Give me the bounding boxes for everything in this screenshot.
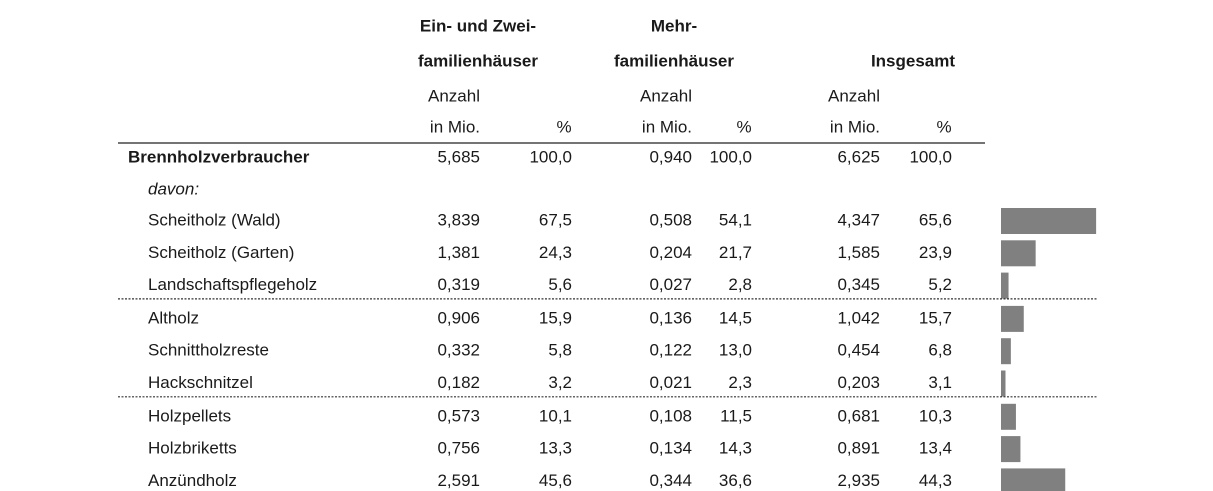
share-bar bbox=[1001, 436, 1021, 463]
cell: 0,573 bbox=[437, 406, 480, 425]
row-label: Altholz bbox=[148, 308, 199, 327]
cell: 23,9 bbox=[919, 243, 952, 262]
unit-header: Anzahl bbox=[828, 86, 880, 105]
cell: 2,935 bbox=[837, 471, 880, 490]
cell: 0,906 bbox=[437, 308, 480, 327]
cell: 6,8 bbox=[928, 341, 952, 360]
row-label: Holzbriketts bbox=[148, 439, 237, 458]
unit-header: in Mio. bbox=[642, 117, 692, 136]
unit-header: in Mio. bbox=[430, 117, 480, 136]
cell: 0,681 bbox=[837, 406, 880, 425]
cell: 0,756 bbox=[437, 439, 480, 458]
cell: 0,891 bbox=[837, 439, 880, 458]
share-bar bbox=[1001, 338, 1011, 365]
row-label: Scheitholz (Wald) bbox=[148, 210, 281, 229]
row-label: Holzpellets bbox=[148, 406, 231, 425]
cell: 0,319 bbox=[437, 275, 480, 294]
cell: 5,6 bbox=[548, 275, 572, 294]
share-bar bbox=[1001, 208, 1097, 234]
cell: 0,508 bbox=[649, 210, 692, 229]
cell: 14,3 bbox=[719, 439, 752, 458]
cell: 13,4 bbox=[919, 439, 952, 458]
note: davon: bbox=[148, 179, 199, 198]
unit-header: % bbox=[556, 117, 571, 136]
group-header: Insgesamt bbox=[871, 51, 955, 70]
cell: 3,839 bbox=[437, 210, 480, 229]
cell: 1,042 bbox=[837, 308, 880, 327]
group-header: Ein- und Zwei- bbox=[420, 16, 536, 35]
cell: 3,2 bbox=[548, 373, 572, 392]
cell: 1,585 bbox=[837, 243, 880, 262]
cell: 65,6 bbox=[919, 210, 952, 229]
cell: 0,182 bbox=[437, 373, 480, 392]
cell: 2,3 bbox=[728, 373, 752, 392]
unit-header: in Mio. bbox=[830, 117, 880, 136]
cell: 36,6 bbox=[719, 471, 752, 490]
cell: 5,8 bbox=[548, 341, 572, 360]
cell: 6,625 bbox=[837, 147, 880, 166]
cell: 15,7 bbox=[919, 308, 952, 327]
cell: 0,204 bbox=[649, 243, 692, 262]
cell: 0,203 bbox=[837, 373, 880, 392]
cell: 11,5 bbox=[720, 406, 752, 425]
group-header: familienhäuser bbox=[418, 51, 538, 70]
group-header: familienhäuser bbox=[614, 51, 734, 70]
cell: 0,344 bbox=[649, 471, 692, 490]
row-label: Landschaftspflegeholz bbox=[148, 275, 317, 294]
cell: 0,108 bbox=[649, 406, 692, 425]
cell: 0,122 bbox=[649, 341, 692, 360]
unit-header: Anzahl bbox=[640, 86, 692, 105]
share-bar bbox=[1001, 403, 1016, 430]
cell: 100,0 bbox=[529, 147, 572, 166]
cell: 24,3 bbox=[539, 243, 572, 262]
share-bar bbox=[1001, 305, 1024, 332]
share-bar bbox=[1001, 240, 1036, 267]
cell: 3,1 bbox=[928, 373, 952, 392]
unit-header: Anzahl bbox=[428, 86, 480, 105]
row-label: Brennholzverbraucher bbox=[128, 147, 310, 166]
row-label: Anzündholz bbox=[148, 471, 237, 490]
share-bar bbox=[1001, 468, 1066, 491]
cell: 0,940 bbox=[649, 147, 692, 166]
cell: 5,2 bbox=[928, 275, 952, 294]
cell: 0,345 bbox=[837, 275, 880, 294]
share-bar bbox=[1001, 370, 1006, 397]
cell: 0,332 bbox=[437, 341, 480, 360]
group-header: Mehr- bbox=[651, 16, 697, 35]
cell: 45,6 bbox=[539, 471, 572, 490]
unit-header: % bbox=[736, 117, 751, 136]
cell: 1,381 bbox=[437, 243, 480, 262]
cell: 54,1 bbox=[719, 210, 752, 229]
cell: 4,347 bbox=[837, 210, 880, 229]
unit-header: % bbox=[936, 117, 951, 136]
cell: 5,685 bbox=[437, 147, 480, 166]
row-label: Schnittholzreste bbox=[148, 341, 269, 360]
cell: 100,0 bbox=[709, 147, 752, 166]
share-bar bbox=[1001, 272, 1009, 299]
cell: 14,5 bbox=[719, 308, 752, 327]
cell: 0,027 bbox=[649, 275, 692, 294]
cell: 44,3 bbox=[919, 471, 952, 490]
cell: 67,5 bbox=[539, 210, 572, 229]
cell: 13,0 bbox=[719, 341, 752, 360]
cell: 15,9 bbox=[539, 308, 572, 327]
row-label: Scheitholz (Garten) bbox=[148, 243, 294, 262]
cell: 13,3 bbox=[539, 439, 572, 458]
cell: 0,454 bbox=[837, 341, 880, 360]
cell: 10,3 bbox=[919, 406, 952, 425]
cell: 2,591 bbox=[437, 471, 480, 490]
cell: 0,136 bbox=[649, 308, 692, 327]
cell: 21,7 bbox=[719, 243, 752, 262]
row-label: Hackschnitzel bbox=[148, 373, 253, 392]
cell: 100,0 bbox=[909, 147, 952, 166]
cell: 2,8 bbox=[728, 275, 752, 294]
cell: 10,1 bbox=[539, 406, 572, 425]
cell: 0,134 bbox=[649, 439, 692, 458]
cell: 0,021 bbox=[649, 373, 692, 392]
